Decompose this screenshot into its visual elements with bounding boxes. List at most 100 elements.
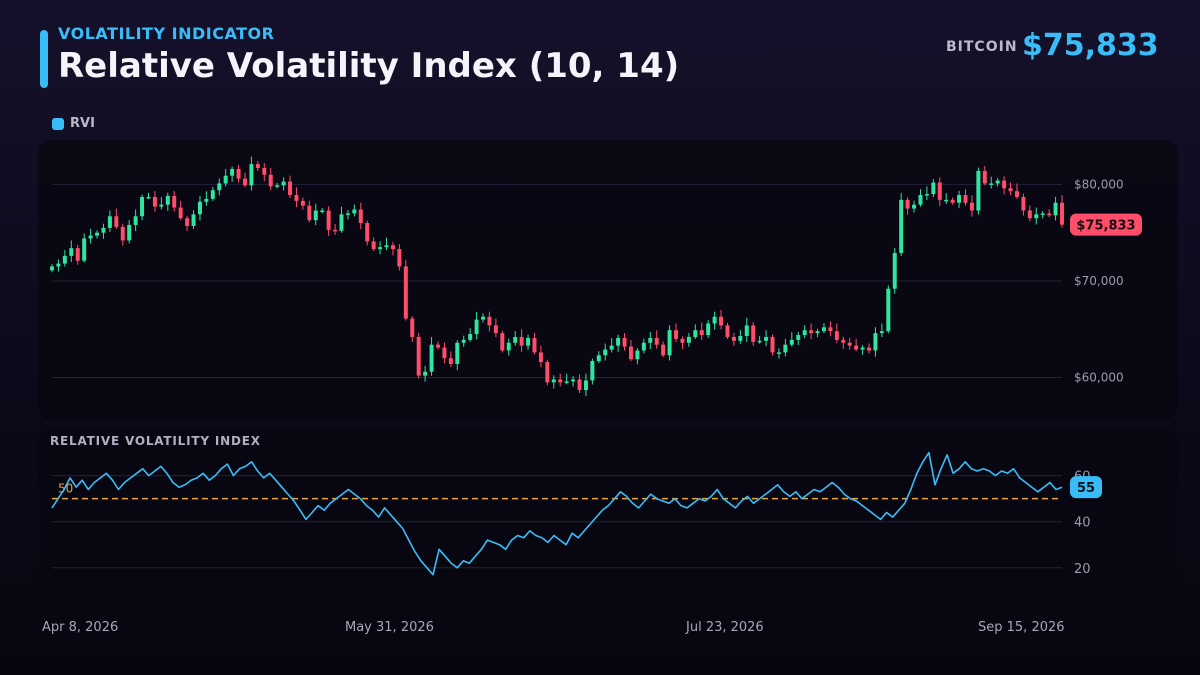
candle-body [1047, 213, 1052, 216]
candle-body [847, 342, 852, 346]
candle-body [731, 336, 736, 341]
candle-body [776, 352, 781, 354]
candle-body [326, 210, 331, 230]
rvi-panel-title: RELATIVE VOLATILITY INDEX [50, 434, 261, 448]
candle-body [69, 248, 74, 256]
chart-title: Relative Volatility Index (10, 14) [58, 46, 680, 86]
candle-body [622, 337, 627, 347]
rvi-threshold-label: 50 [58, 482, 73, 496]
candle-body [127, 224, 132, 241]
candle-body [712, 316, 717, 324]
candle-body [628, 346, 633, 360]
candle-body [165, 196, 170, 205]
candle-body [288, 181, 293, 196]
candle-body [532, 337, 537, 353]
candle-body [107, 216, 112, 228]
candle-body [1014, 191, 1019, 197]
candle-body [995, 180, 1000, 184]
candle-body [56, 263, 61, 267]
candle-body [841, 339, 846, 343]
candle-body [1060, 202, 1064, 225]
candle-body [538, 352, 543, 363]
candle-body [809, 330, 814, 334]
candle-body [1027, 210, 1032, 219]
candle-body [140, 196, 145, 217]
candle-body [410, 318, 415, 337]
candle-body [300, 200, 305, 206]
rvi-last-value-tag [1070, 476, 1102, 499]
candle-body [333, 229, 338, 232]
candle-body [648, 337, 653, 343]
candle-body [616, 337, 621, 346]
candle-body [352, 209, 357, 214]
candle-body [583, 380, 588, 391]
candle-body [217, 183, 222, 191]
candle-body [390, 245, 395, 250]
candle-body [397, 249, 402, 267]
candle-body [88, 235, 93, 239]
candle-body [950, 199, 955, 203]
candle-body [448, 358, 453, 364]
candle-body [802, 330, 807, 336]
candle-body [230, 168, 235, 176]
chart-kicker: VOLATILITY INDICATOR [58, 24, 275, 43]
candle-body [172, 196, 177, 208]
candle-body [313, 210, 318, 221]
candle-body [828, 327, 833, 332]
candle-body [526, 337, 531, 346]
legend-swatch-rvi [52, 117, 64, 130]
candle-body [751, 325, 756, 342]
candle-body [892, 252, 897, 289]
candle-body [403, 266, 408, 319]
candle-body [75, 248, 80, 261]
legend-label-rvi: RVI [70, 116, 95, 131]
candle-body [268, 174, 273, 187]
candle-body [918, 195, 923, 205]
candle-body [493, 325, 498, 334]
candle-body [796, 335, 801, 340]
candle-body [146, 196, 151, 199]
candle-body [821, 327, 826, 332]
candle-body [1021, 196, 1026, 211]
candle-body [320, 210, 325, 212]
candle-body [500, 333, 505, 351]
candle-body [281, 181, 286, 186]
candle-body [95, 232, 100, 236]
candle-body [609, 345, 614, 350]
candle-body [365, 223, 370, 242]
candle-body [854, 345, 859, 350]
candle-body [699, 330, 704, 336]
candle-body [674, 330, 679, 339]
candle-body [506, 342, 511, 351]
candle-body [957, 195, 962, 203]
candle-body [345, 213, 350, 215]
candle-body [249, 164, 254, 186]
last-price-tag-label: $75,833 [1076, 219, 1135, 234]
candle-body [1034, 214, 1039, 219]
candle-body [924, 194, 929, 196]
candle-body [384, 245, 389, 248]
candle-body [185, 218, 190, 226]
candle-body [1053, 202, 1058, 216]
candle-body [236, 168, 241, 179]
candle-body [912, 204, 917, 209]
candle-body [152, 196, 157, 207]
candle-body [976, 170, 981, 211]
legend: RVI [52, 116, 95, 131]
candle-body [120, 226, 125, 241]
rvi-last-value-label: 55 [1077, 481, 1095, 496]
rvi-panel [38, 428, 1178, 612]
x-tick-label: Sep 15, 2026 [978, 620, 1065, 635]
candle-body [577, 379, 582, 391]
candle-body [275, 185, 280, 187]
candle-body [654, 337, 659, 345]
candle-body [905, 199, 910, 209]
rvi-y-tick-label: 40 [1074, 516, 1091, 531]
candle-body [197, 201, 202, 215]
candle-body [899, 199, 904, 253]
candle-body [513, 336, 518, 343]
candle-body [358, 209, 363, 224]
candle-body [879, 331, 884, 334]
candle-body [719, 316, 724, 326]
candle-body [667, 330, 672, 356]
